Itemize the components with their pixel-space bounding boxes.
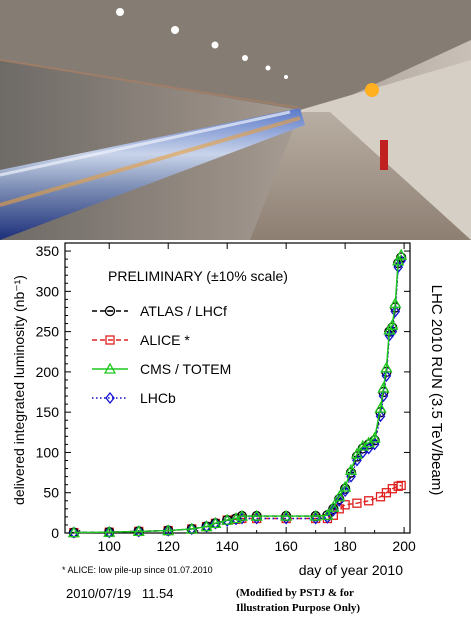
data-point [162,524,175,536]
series-cms-totem [67,248,408,538]
data-point [105,391,115,405]
data-point [344,463,358,475]
data-point [103,525,116,537]
data-point [210,517,221,530]
series-alice [69,480,406,538]
data-point [364,496,374,506]
data-point [375,410,386,423]
luminosity-chart: 100 120 140 160 180 200050100150200250300350 … [11,242,445,614]
chart-title: PRELIMINARY (±10% scale) [108,268,288,284]
series-layer [67,248,408,539]
data-point [209,516,222,528]
legend-item: CMS / TOTEM [92,361,231,377]
data-point [340,485,350,498]
series-line [73,257,402,534]
y-tick-label: 200 [36,364,60,380]
data-point [333,490,346,502]
plot-frame [64,242,411,534]
data-point [250,509,263,521]
y-tick-label: 50 [43,485,59,501]
side-title: LHC 2010 RUN (3.5 TeV/beam) [428,285,445,496]
y-tick-label: 150 [36,404,60,420]
data-point [340,500,350,510]
y-tick-label: 350 [36,243,60,259]
legend: ATLAS / LHCf ALICE * CMS / TOTEM LHCb [92,303,231,406]
data-point [387,484,397,494]
lhc-tunnel-photo [0,0,471,240]
data-point [133,525,144,538]
data-point [200,520,213,532]
y-tick-label: 0 [51,525,59,541]
data-point [356,439,369,451]
data-point [339,480,352,492]
data-point [186,522,197,536]
x-tick-label: 100 [98,538,122,554]
data-point [334,494,345,507]
x-tick-label: 200 [392,538,416,554]
legend-label: LHCb [140,390,176,406]
data-point [374,401,387,413]
x-tick-label: 120 [157,538,181,554]
data-point [380,361,393,373]
axes-ticks: 100 120 140 160 180 200 0 50 100 150 200 250 300 350 [36,243,416,554]
data-point [67,526,80,538]
data-point [280,509,293,521]
data-point [350,447,364,459]
data-point [396,480,406,491]
data-point [221,513,234,525]
legend-item: LHCb [92,390,176,406]
data-point [346,470,356,483]
modified-note-line2: Illustration Purpose Only) [236,602,360,614]
data-point [352,454,362,467]
data-point [104,305,116,317]
data-point [327,500,340,512]
data-point [235,509,249,521]
data-point [392,254,405,266]
legend-label: ALICE * [140,332,190,348]
legend-label: CMS / TOTEM [140,361,231,377]
data-point [104,526,115,539]
data-point [381,369,392,382]
timestamp: 2010/07/19 11.54 [66,586,173,601]
data-point [132,525,145,537]
y-tick-label: 100 [36,444,60,460]
data-point [389,297,402,309]
data-point [185,522,198,534]
data-point [378,390,389,403]
data-point [321,508,334,520]
data-point [69,526,79,539]
legend-label: ATLAS / LHCf [140,303,227,319]
data-point [328,504,339,517]
data-point [390,305,401,318]
data-point [395,248,408,260]
x-tick-label: 160 [274,538,298,554]
data-point [377,381,390,393]
data-point [103,362,117,374]
data-point [352,498,362,508]
x-axis-label: day of year 2010 [299,562,404,578]
data-point [386,318,399,330]
data-point [105,335,115,345]
data-point [309,509,322,521]
series-line [73,260,402,534]
data-point [393,481,403,491]
x-tick-label: 180 [333,538,357,554]
alice-footnote: * ALICE: low pile-up since 01.07.2010 [62,565,213,575]
modified-note-line1: (Modified by PSTJ & for [236,587,354,599]
y-axis-label: delivered integrated luminosity (nb⁻¹) [11,275,27,505]
series-lhcb [69,254,406,539]
series-line [73,484,402,534]
y-tick-label: 300 [36,283,60,299]
legend-item: ALICE * [92,332,190,348]
series-line [73,254,402,534]
legend-item: ATLAS / LHCf [92,303,227,319]
x-tick-label: 140 [215,538,239,554]
series-atlas-lhcf [68,252,407,538]
data-point [163,524,174,537]
data-point [368,431,381,443]
y-tick-label: 250 [36,324,60,340]
